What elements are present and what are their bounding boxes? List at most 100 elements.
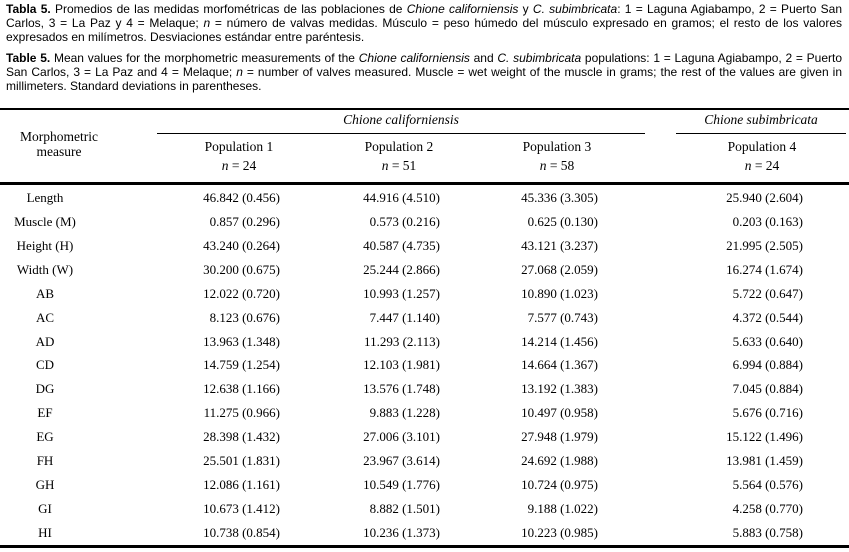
population2-n-count: n = 51: [319, 158, 479, 174]
caption-label-es: Tabla 5.: [6, 2, 51, 16]
header-bottom-rule: [0, 182, 849, 185]
caption-text: Promedios de las medidas morfométricas d…: [50, 2, 407, 16]
table-row: Length 46.842 (0.456) 44.916 (4.510) 45.…: [0, 186, 849, 210]
measure-header-line1: Morphometric: [20, 129, 98, 144]
n-value: = 24: [751, 158, 780, 173]
value-cell: 25.501 (1.831): [203, 453, 280, 469]
value-cell: 10.738 (0.854): [203, 524, 280, 540]
population4-header: Population 4: [727, 139, 797, 154]
caption-label-en: Table 5.: [6, 50, 51, 65]
species-name-italic: Chione californiensis: [406, 2, 519, 16]
population3-header: Population 3: [522, 139, 592, 154]
value-cell: 5.564 (0.576): [732, 477, 803, 493]
n-symbol-italic: n: [236, 64, 243, 79]
value-cell: 0.203 (0.163): [732, 213, 803, 229]
value-cell: 10.673 (1.412): [203, 500, 280, 516]
value-cell: 12.022 (0.720): [203, 285, 280, 301]
measure-cell: AC: [35, 309, 55, 325]
value-cell: 8.123 (0.676): [209, 309, 280, 325]
n-symbol-italic: n: [381, 158, 389, 173]
value-cell: 9.188 (1.022): [527, 500, 598, 516]
caption-text: = número de valvas medidas. Músculo = pe…: [6, 16, 842, 45]
value-cell: 6.994 (0.884): [732, 357, 803, 373]
value-cell: 27.006 (3.101): [363, 429, 440, 445]
value-cell: 13.963 (1.348): [203, 333, 280, 349]
value-cell: 10.993 (1.257): [363, 285, 440, 301]
value-cell: 7.447 (1.140): [369, 309, 440, 325]
value-cell: 4.372 (0.544): [732, 309, 803, 325]
value-cell: 12.638 (1.166): [203, 381, 280, 397]
measure-cell: HI: [38, 524, 52, 540]
value-cell: 28.398 (1.432): [203, 429, 280, 445]
value-cell: 5.676 (0.716): [732, 405, 803, 421]
measure-header-line2: measure: [36, 143, 82, 159]
measure-cell: DG: [35, 381, 55, 397]
measure-cell: AD: [35, 333, 55, 349]
caption-text: and: [469, 50, 498, 65]
value-cell: 45.336 (3.305): [521, 190, 598, 205]
measure-cell: Height (H): [16, 237, 74, 253]
value-cell: 12.086 (1.161): [203, 477, 280, 493]
value-cell: 16.274 (1.674): [726, 261, 803, 277]
value-cell: 43.121 (3.237): [521, 237, 598, 253]
value-cell: 7.577 (0.743): [527, 309, 598, 325]
value-cell: 10.890 (1.023): [521, 285, 598, 301]
value-cell: 9.883 (1.228): [369, 405, 440, 421]
species1-spanner-rule: [157, 132, 645, 134]
table-row: AB 12.022 (0.720) 10.993 (1.257) 10.890 …: [0, 282, 849, 306]
value-cell: 8.882 (1.501): [369, 500, 440, 516]
population1-n-count: n = 24: [149, 158, 329, 174]
measure-cell: GH: [35, 477, 55, 493]
caption-text: populations: 1 = Laguna Agiabampo, 2 = P…: [6, 50, 842, 79]
n-symbol-italic: n: [744, 158, 752, 173]
value-cell: 27.068 (2.059): [521, 261, 598, 277]
value-cell: 13.576 (1.748): [363, 381, 440, 397]
table-row: Muscle (M) 0.857 (0.296) 0.573 (0.216) 0…: [0, 210, 849, 234]
value-cell: 11.293 (2.113): [364, 333, 440, 349]
measure-cell: Length: [26, 190, 64, 205]
n-value: = 24: [228, 158, 257, 173]
value-cell: 11.275 (0.966): [203, 405, 280, 421]
value-cell: 14.759 (1.254): [203, 357, 280, 373]
value-cell: 23.967 (3.614): [363, 453, 440, 469]
table-row: GI 10.673 (1.412) 8.882 (1.501) 9.188 (1…: [0, 497, 849, 521]
value-cell: 7.045 (0.884): [732, 381, 803, 397]
value-cell: 43.240 (0.264): [203, 237, 280, 253]
value-cell: 40.587 (4.735): [363, 237, 440, 253]
measure-cell: AB: [35, 285, 55, 301]
caption-english: Table 5. Mean values for the morphometri…: [6, 51, 842, 94]
n-symbol-italic: n: [539, 158, 547, 173]
table-row: EG 28.398 (1.432) 27.006 (3.101) 27.948 …: [0, 425, 849, 449]
table-row: AC 8.123 (0.676) 7.447 (1.140) 7.577 (0.…: [0, 306, 849, 330]
table-row: EF 11.275 (0.966) 9.883 (1.228) 10.497 (…: [0, 401, 849, 425]
value-cell: 5.722 (0.647): [732, 285, 803, 301]
measure-cell: FH: [36, 453, 54, 469]
value-cell: 15.122 (1.496): [726, 429, 803, 445]
table-row: GH 12.086 (1.161) 10.549 (1.776) 10.724 …: [0, 473, 849, 497]
value-cell: 0.625 (0.130): [527, 213, 598, 229]
value-cell: 25.244 (2.866): [363, 261, 440, 277]
value-cell: 10.724 (0.975): [521, 477, 598, 493]
value-cell: 27.948 (1.979): [521, 429, 598, 445]
table-caption: Tabla 5. Promedios de las medidas morfom…: [6, 2, 842, 93]
population1-header: Population 1: [204, 139, 274, 154]
value-cell: 0.573 (0.216): [369, 213, 440, 229]
value-cell: 10.223 (0.985): [521, 524, 598, 540]
value-cell: 30.200 (0.675): [203, 261, 280, 277]
value-cell: 0.857 (0.296): [209, 213, 280, 229]
n-symbol-italic: n: [221, 158, 229, 173]
value-cell: 24.692 (1.988): [521, 453, 598, 469]
n-value: = 51: [388, 158, 417, 173]
species-name-italic: C. subimbricata: [497, 50, 582, 65]
caption-text: y: [518, 2, 533, 16]
table-body: Length 46.842 (0.456) 44.916 (4.510) 45.…: [0, 186, 849, 545]
species-name-italic: C. subimbricata: [532, 2, 618, 16]
value-cell: 25.940 (2.604): [726, 190, 803, 205]
value-cell: 13.192 (1.383): [521, 381, 598, 397]
value-cell: 5.883 (0.758): [732, 524, 803, 540]
table-row: Width (W) 30.200 (0.675) 25.244 (2.866) …: [0, 258, 849, 282]
measure-cell: CD: [35, 357, 55, 373]
caption-spanish: Tabla 5. Promedios de las medidas morfom…: [6, 2, 842, 45]
value-cell: 21.995 (2.505): [726, 237, 803, 253]
table-bottom-rule: [0, 545, 849, 548]
